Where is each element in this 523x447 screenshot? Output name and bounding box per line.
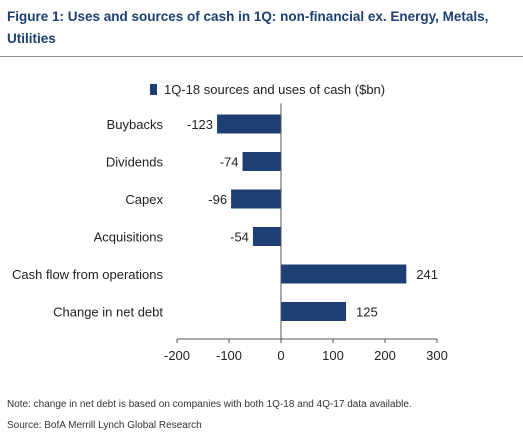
chart-title: Figure 1: Uses and sources of cash in 1Q… xyxy=(7,9,489,46)
x-tick-label-4: 200 xyxy=(374,348,396,363)
x-tick-label-5: 300 xyxy=(426,348,448,363)
bar-5 xyxy=(281,302,346,321)
x-tick-label-3: 100 xyxy=(322,348,344,363)
category-label-2: Capex xyxy=(125,192,163,207)
value-label-0: -123 xyxy=(187,117,213,132)
labels-group: Buybacks -123 Dividends -74 Capex -96 Acquisit… xyxy=(12,117,438,320)
x-tick-label-2: 0 xyxy=(277,348,284,363)
chart-note: Note: change in net debt is based on com… xyxy=(7,399,412,410)
bar-3 xyxy=(252,227,281,246)
x-axis: -200 -100 0 100 200 300 xyxy=(164,103,448,363)
value-label-4: 241 xyxy=(416,267,438,282)
legend-swatch xyxy=(150,84,157,95)
value-label-2: -96 xyxy=(208,192,227,207)
legend: 1Q-18 sources and uses of cash ($bn) xyxy=(150,82,385,97)
bars-group xyxy=(217,114,407,321)
bar-4 xyxy=(281,264,407,284)
category-label-5: Change in net debt xyxy=(53,305,163,320)
legend-label: 1Q-18 sources and uses of cash ($bn) xyxy=(164,82,386,97)
chart-source: Source: BofA Merrill Lynch Global Resear… xyxy=(7,420,202,431)
value-label-1: -74 xyxy=(220,155,239,170)
bar-1 xyxy=(242,152,281,171)
category-label-1: Dividends xyxy=(106,155,164,170)
value-label-3: -54 xyxy=(230,230,249,245)
x-tick-label-0: -200 xyxy=(164,348,190,363)
category-label-3: Acquisitions xyxy=(94,230,164,245)
value-label-5: 125 xyxy=(356,305,378,320)
bar-2 xyxy=(231,189,281,209)
title-divider xyxy=(0,56,523,57)
bar-0 xyxy=(217,114,281,134)
x-tick-label-1: -100 xyxy=(216,348,242,363)
category-label-4: Cash flow from operations xyxy=(12,267,164,282)
category-label-0: Buybacks xyxy=(107,117,164,132)
